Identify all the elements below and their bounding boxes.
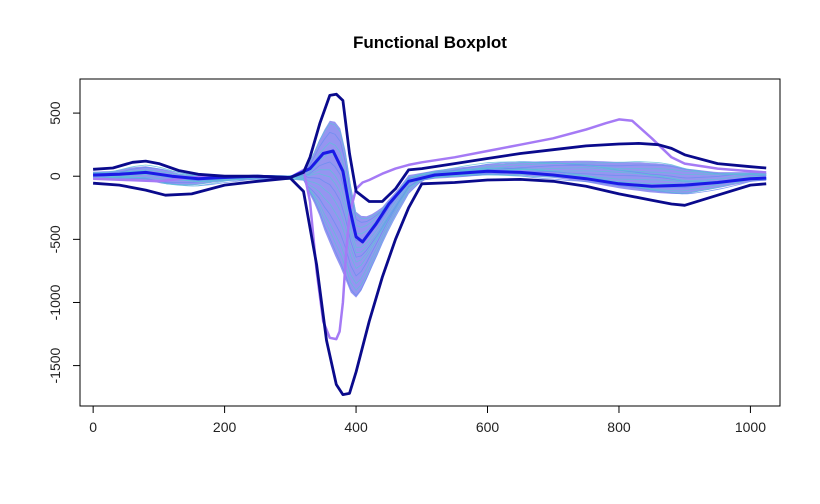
y-tick-label: -500 [47, 225, 63, 253]
lower-envelope-curve [92, 176, 767, 396]
x-tick-label: 400 [344, 419, 368, 435]
sample-curve [93, 167, 767, 254]
outlier-curve [93, 118, 767, 341]
y-tick-label: 500 [47, 101, 63, 125]
sample-curve [93, 173, 767, 297]
chart-title: Functional Boxplot [353, 33, 507, 52]
sample-curve [93, 173, 767, 291]
plot-frame [79, 78, 781, 407]
sample-curve [93, 173, 767, 285]
upper-envelope-curve [93, 92, 767, 203]
x-tick-label: 0 [89, 419, 97, 435]
x-tick-label: 600 [476, 419, 500, 435]
y-tick-label: -1500 [47, 347, 63, 383]
y-tick-label: 0 [47, 172, 63, 180]
x-axis: 0 200 400 600 800 1000 [89, 405, 766, 435]
central-region-band [93, 120, 767, 298]
x-tick-label: 800 [607, 419, 631, 435]
x-tick-label: 1000 [735, 419, 766, 435]
x-tick-label: 200 [213, 419, 237, 435]
y-axis: 500 0 -500 -1000 -1500 [47, 101, 81, 384]
median-curve [93, 149, 767, 244]
y-tick-label: -1000 [47, 284, 63, 320]
curves-layer [92, 92, 767, 396]
